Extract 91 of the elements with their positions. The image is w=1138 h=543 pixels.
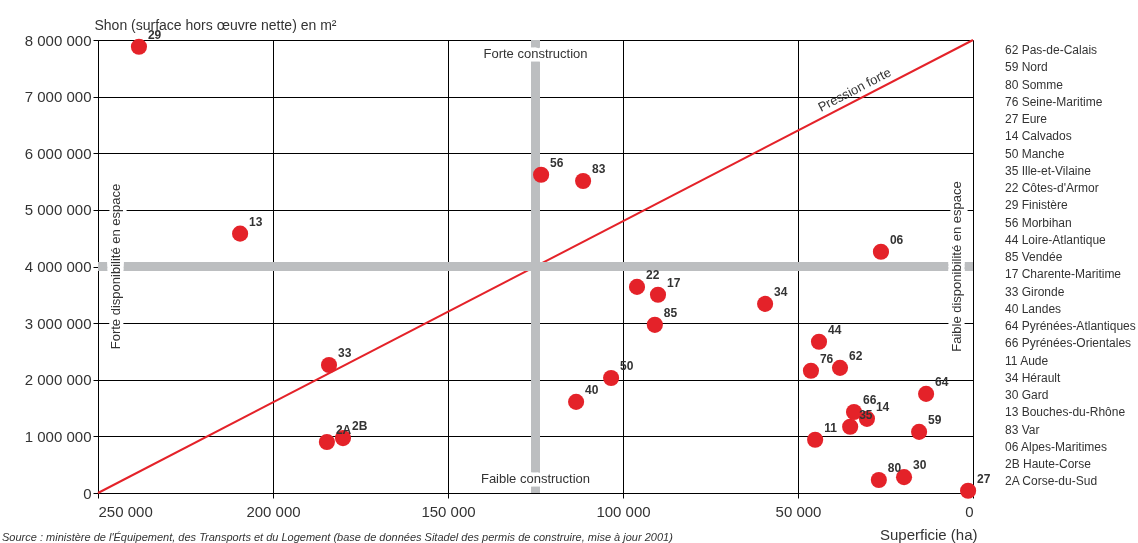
y-tick-label: 6 000 000 [24, 144, 92, 162]
point [533, 166, 550, 183]
annotation: 33 [338, 346, 352, 361]
text: 62 Pas-de-Calais [1005, 43, 1098, 57]
text: 34 Hérault [1005, 370, 1062, 385]
text: 85 Vendée [1005, 250, 1063, 264]
annotation: 06 [889, 232, 904, 247]
text: 06 Alpes-Maritimes [1005, 439, 1108, 454]
annotation: Forte disponibilité en espace [107, 183, 123, 350]
point [575, 172, 592, 190]
annotation: 35 [859, 407, 873, 422]
y-tick-label: 1 000 000 [24, 427, 92, 445]
text: 17 Charente-Maritime [1005, 267, 1122, 282]
annotation: 30 [913, 458, 927, 473]
text: 2A Corse-du-Sud [1005, 474, 1098, 489]
point [807, 431, 824, 448]
x-tick-label: 200 000 [246, 502, 301, 520]
point [870, 471, 887, 489]
point [568, 393, 585, 410]
text: 44 Loire-Atlantique [1005, 232, 1107, 247]
annotation: 17 [667, 275, 681, 290]
point [960, 482, 977, 499]
point [320, 356, 338, 374]
annotation: 62 [849, 348, 863, 363]
y-tick-label: 8 000 000 [24, 31, 92, 49]
annotation: 13 [249, 214, 263, 229]
x-tick-label: 250 000 [98, 502, 153, 520]
text: 80 Somme [1005, 77, 1064, 92]
annotation: 80 [887, 460, 902, 475]
text: 83 Var [1005, 422, 1040, 437]
annotation: 40 [585, 382, 599, 397]
annotation: 14 [875, 399, 890, 414]
point [130, 38, 148, 55]
annotation: 34 [774, 284, 788, 299]
annotation: Forte construction [483, 46, 588, 62]
text: 50 Manche [1005, 146, 1065, 161]
text: 29 Finistère [1005, 198, 1069, 213]
point [810, 333, 828, 350]
text: 35 Ille-et-Vilaine [1005, 163, 1092, 178]
annotation: Faible construction [480, 470, 591, 486]
point [911, 423, 928, 440]
y-tick-label: 2 000 000 [24, 371, 92, 389]
point [603, 370, 620, 387]
text: 59 Nord [1005, 60, 1048, 75]
y-tick-label: 0 [83, 484, 92, 502]
annotation: 11 [824, 420, 838, 435]
annotation: 83 [592, 162, 606, 176]
annotation: Faible disponibilité en espace [949, 181, 965, 352]
annotation: 2B [352, 419, 368, 434]
text: 64 Pyrénées-Atlantiques [1005, 319, 1136, 333]
annotation: 56 [550, 155, 564, 170]
text: 56 Morbihan [1005, 215, 1072, 230]
text: 14 Calvados [1005, 129, 1072, 144]
point [628, 278, 646, 295]
annotation: 66 [863, 393, 877, 408]
y-tick-label: 7 000 000 [24, 88, 92, 106]
text: 40 Landes [1005, 301, 1062, 316]
point [802, 362, 820, 379]
y-tick-label: 5 000 000 [24, 201, 92, 219]
point [842, 418, 859, 435]
y-tick-label: 3 000 000 [24, 314, 92, 332]
text: 66 Pyrénées-Orientales [1005, 336, 1132, 351]
text: 11 Aude [1005, 353, 1049, 368]
annotation: 76 [819, 351, 834, 366]
point [318, 433, 335, 451]
text: 13 Bouches-du-Rhône [1005, 405, 1126, 420]
x-tick-label: 100 000 [596, 502, 651, 520]
point [232, 225, 249, 242]
text: 30 Gard [1005, 388, 1049, 402]
text: 33 Gironde [1005, 284, 1065, 299]
point [831, 359, 849, 376]
source-note: Source : ministère de l'Équipement, des Transports et du Logement (base de données Sitadel des permis de construire, mise à jour 2001) [2, 531, 674, 543]
point [757, 295, 774, 312]
text: 27 Eure [1005, 112, 1048, 126]
point [646, 316, 663, 333]
annotation: 85 [663, 305, 678, 320]
annotation: 27 [977, 471, 991, 486]
annotation: 59 [928, 412, 942, 427]
text: 22 Côtes-d'Armor [1005, 181, 1099, 195]
y-tick-label: 4 000 000 [24, 258, 92, 275]
point [918, 385, 935, 402]
x-tick-label: 50 000 [775, 502, 822, 520]
point [649, 286, 667, 303]
x-axis-title: Superficie (ha) [879, 525, 978, 543]
text: 2B Haute-Corse [1005, 457, 1092, 471]
annotation: 44 [828, 322, 842, 337]
annotation: 22 [646, 267, 660, 282]
x-tick-label: 150 000 [421, 502, 476, 520]
x-tick-label: 0 [965, 502, 974, 520]
point [872, 243, 890, 260]
text: 76 Seine-Maritime [1005, 94, 1103, 109]
